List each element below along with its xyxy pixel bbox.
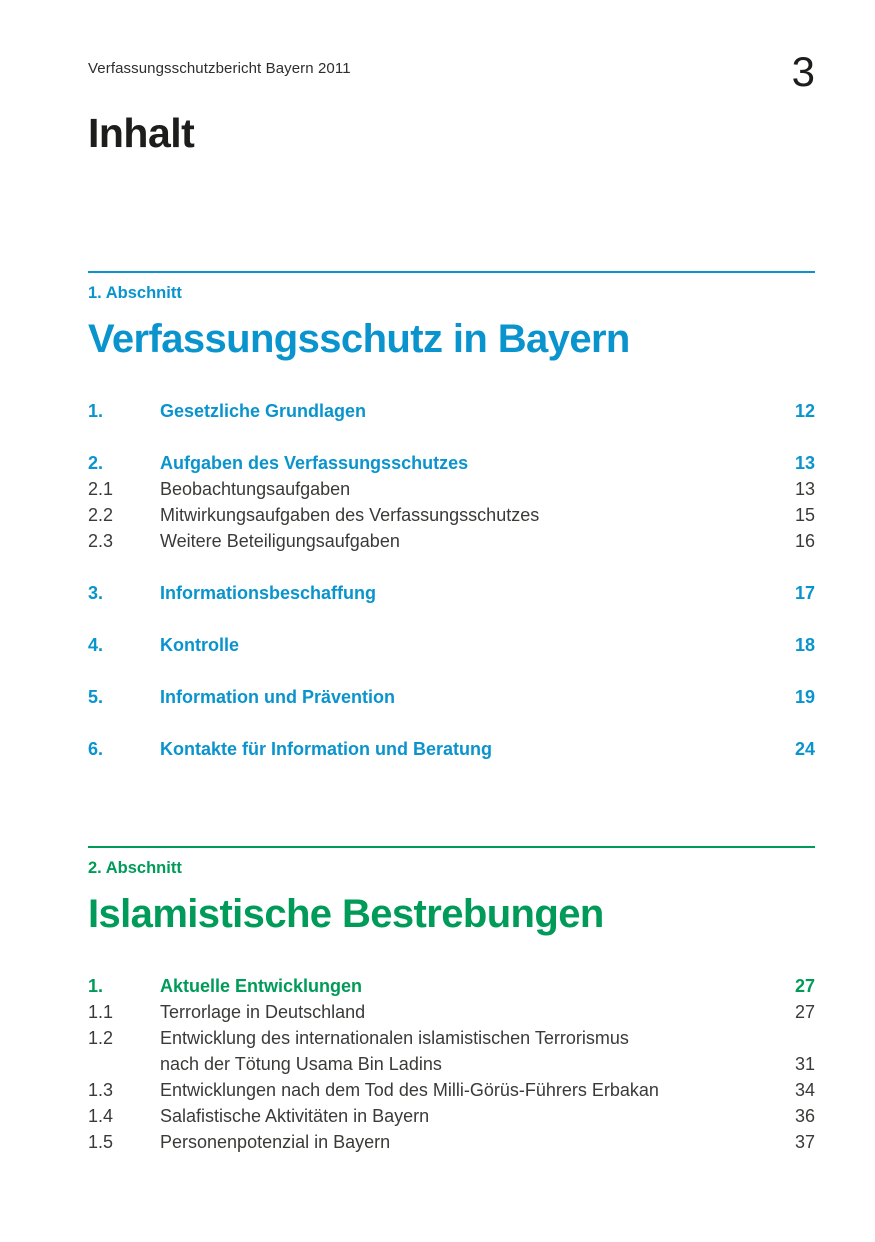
section-2: 2. Abschnitt Islamistische Bestrebungen 1.…: [88, 846, 815, 1155]
toc-entry-number: 1.5: [88, 1132, 114, 1152]
toc-entry-number: 5.: [88, 687, 104, 707]
toc-entry: 5. Information und Prävention 19: [88, 684, 815, 710]
page-title: Inhalt: [88, 110, 195, 156]
toc-entries: 1. Gesetzliche Grundlagen 12 2. Aufgaben des…: [88, 398, 815, 762]
toc-entry: 1. Aktuelle Entwicklungen 27: [88, 973, 815, 999]
toc-entry: 1.2 Entwicklung des internationalen islam…: [88, 1025, 815, 1051]
toc-entry-page: 16: [794, 531, 815, 551]
toc-entry-title: Mitwirkungsaufgaben des Verfassungsschut…: [160, 505, 540, 525]
toc-entry-title: Kontrolle: [160, 635, 239, 655]
toc-entry-title: Informationsbeschaffung: [160, 583, 377, 603]
toc-entry-title: Personenpotenzial in Bayern: [160, 1132, 391, 1152]
toc-entry-title: Salafistische Aktivitäten in Bayern: [160, 1106, 430, 1126]
toc-entry-title: Aktuelle Entwicklungen: [160, 976, 363, 996]
toc-entry-page: 19: [794, 687, 815, 707]
toc-entry: 1.5 Personenpotenzial in Bayern 37: [88, 1129, 815, 1155]
toc-entry: 4. Kontrolle 18: [88, 632, 815, 658]
toc-entry-page: 36: [794, 1106, 815, 1126]
section-title: Verfassungsschutz in Bayern: [88, 317, 630, 361]
page-header: Verfassungsschutzbericht Bayern 2011 3: [88, 48, 815, 95]
toc-entry-title: Weitere Beteiligungsaufgaben: [160, 531, 400, 551]
toc-entry: 1.4 Salafistische Aktivitäten in Bayern 36: [88, 1103, 815, 1129]
page-number: 3: [791, 48, 815, 95]
toc-entry-page: 13: [794, 453, 815, 473]
toc-entry-page: 12: [794, 401, 815, 421]
toc-entry-number: 2.: [88, 453, 104, 473]
toc-entry-page: 15: [794, 505, 815, 525]
toc-entry: 2.2 Mitwirkungsaufgaben des Verfassungssc…: [88, 502, 815, 528]
section-label: 2. Abschnitt: [88, 859, 182, 877]
toc-entry-title: nach der Tötung Usama Bin Ladins: [160, 1054, 442, 1074]
toc-entry: 1.3 Entwicklungen nach dem Tod des Milli-…: [88, 1077, 815, 1103]
toc-entry-page: 34: [794, 1080, 815, 1100]
toc-entry-page: 37: [794, 1132, 815, 1152]
toc-entry-number: 3.: [88, 583, 104, 603]
toc-entry-number: 2.1: [88, 479, 114, 499]
toc-entry: 1. Gesetzliche Grundlagen 12: [88, 398, 815, 424]
toc-entry-number: [88, 1051, 160, 1077]
toc-entry-number: 1.2: [88, 1028, 114, 1048]
toc-entry-title: Entwicklung des internationalen islamist…: [160, 1028, 629, 1048]
toc-entry-number: 1.3: [88, 1080, 114, 1100]
toc-entry-number: 1.: [88, 976, 104, 996]
running-header-title: Verfassungsschutzbericht Bayern 2011: [88, 60, 351, 77]
toc-entry-number: 6.: [88, 739, 104, 759]
section-divider-line: [88, 271, 815, 273]
section-label: 1. Abschnitt: [88, 284, 182, 302]
toc-entry-number: 1.: [88, 401, 104, 421]
section-title: Islamistische Bestrebungen: [88, 892, 604, 936]
toc-entry: 6. Kontakte für Information und Beratung 2…: [88, 736, 815, 762]
toc-entry-page: 24: [794, 739, 815, 759]
toc-entry-title: Gesetzliche Grundlagen: [160, 401, 367, 421]
toc-entry-number: 2.3: [88, 531, 114, 551]
toc-entry-title: Information und Prävention: [160, 687, 396, 707]
toc-entry: 1.1 Terrorlage in Deutschland 27: [88, 999, 815, 1025]
toc-entry-title: Kontakte für Information und Beratung: [160, 739, 492, 759]
toc-entry: nach der Tötung Usama Bin Ladins 31: [88, 1051, 815, 1077]
toc-entry: 2.3 Weitere Beteiligungsaufgaben 16: [88, 528, 815, 554]
section-divider-line: [88, 846, 815, 848]
toc-entry-page: 17: [794, 583, 815, 603]
toc-entry-title: Terrorlage in Deutschland: [160, 1002, 366, 1022]
toc-entry: 2.1 Beobachtungsaufgaben 13: [88, 476, 815, 502]
toc-entry-page: 31: [794, 1054, 815, 1074]
toc-entry-number: 1.4: [88, 1106, 114, 1126]
toc-entry-page: 27: [794, 1002, 815, 1022]
toc-entry-title: Entwicklungen nach dem Tod des Milli-Gör…: [160, 1080, 659, 1100]
toc-entries: 1. Aktuelle Entwicklungen 27 1.1 Terrorlage …: [88, 973, 815, 1155]
toc-entry-page: 27: [794, 976, 815, 996]
section-1: 1. Abschnitt Verfassungsschutz in Bayern 1…: [88, 271, 815, 762]
toc-entry-page: [773, 1025, 815, 1051]
toc-entry: 2. Aufgaben des Verfassungsschutzes 13: [88, 450, 815, 476]
toc-entry-number: 2.2: [88, 505, 114, 525]
toc-entry: 3. Informationsbeschaffung 17: [88, 580, 815, 606]
toc-entry-title: Aufgaben des Verfassungsschutzes: [160, 453, 469, 473]
toc-entry-page: 13: [794, 479, 815, 499]
toc-entry-page: 18: [794, 635, 815, 655]
toc-entry-number: 4.: [88, 635, 104, 655]
toc-entry-number: 1.1: [88, 1002, 114, 1022]
toc-entry-title: Beobachtungsaufgaben: [160, 479, 351, 499]
